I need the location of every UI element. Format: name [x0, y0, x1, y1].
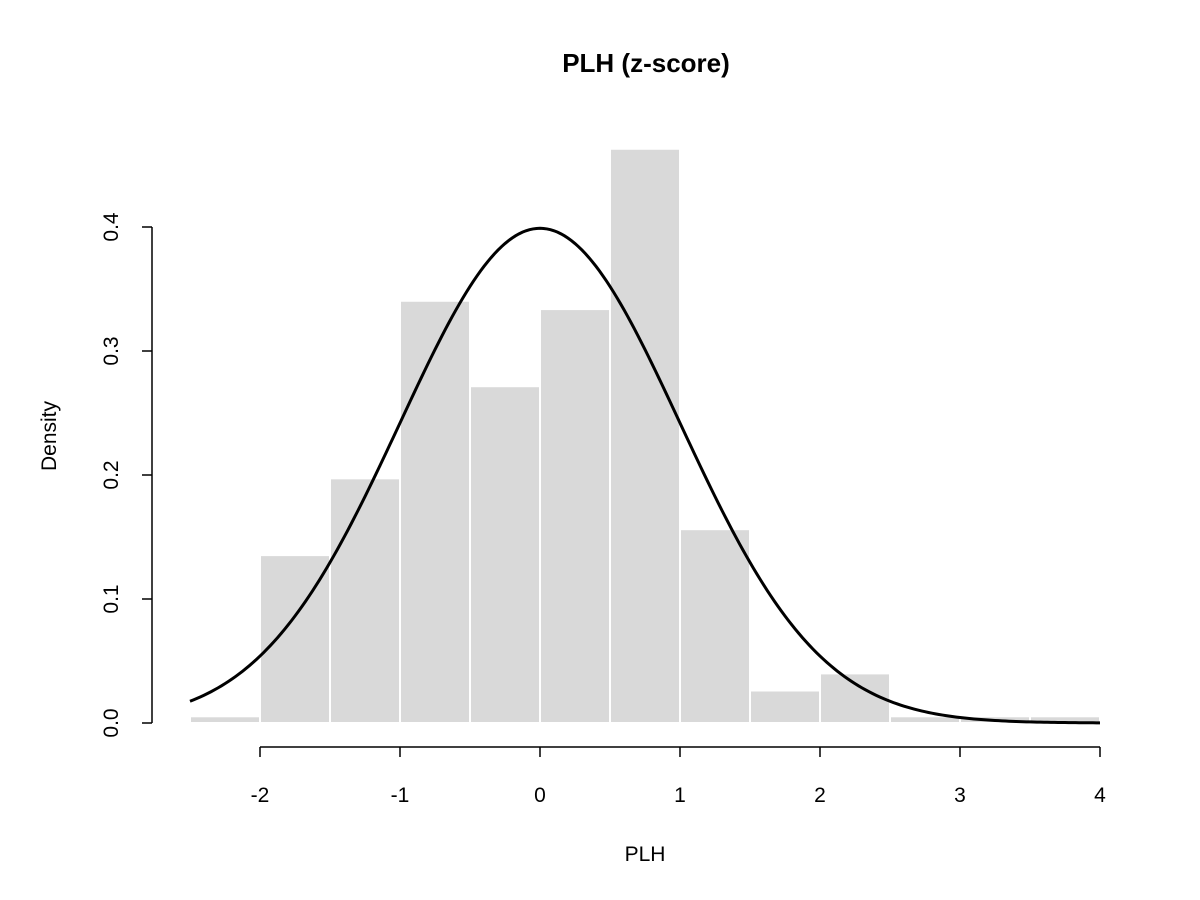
y-tick-label: 0.1 [100, 584, 123, 613]
x-tick-label: -1 [391, 784, 410, 807]
histogram-bar [609, 147, 681, 725]
y-axis: 0.0 0.1 0.2 0.3 0.4 [100, 212, 153, 738]
y-tick-label: 0.0 [100, 708, 123, 737]
x-axis: -2 -1 0 1 2 3 4 [251, 746, 1106, 807]
histogram-bar [189, 715, 261, 725]
histogram-bar [539, 308, 611, 724]
x-tick-label: 4 [1094, 784, 1106, 807]
x-axis-label: PLH [625, 843, 666, 866]
histogram-bar [749, 689, 821, 725]
histogram-bar [469, 385, 541, 724]
x-tick-label: 0 [534, 784, 546, 807]
x-tick-label: 3 [954, 784, 966, 807]
histogram-bar [819, 672, 891, 725]
histogram-bar [399, 299, 471, 724]
x-tick-label: 2 [814, 784, 826, 807]
normal-density-curve [189, 226, 1101, 725]
y-tick-label: 0.3 [100, 336, 123, 365]
x-tick-label: 1 [674, 784, 686, 807]
y-tick-label: 0.2 [100, 460, 123, 489]
x-tick-label: -2 [251, 784, 270, 807]
y-tick-label: 0.4 [100, 212, 123, 242]
histogram-bar [679, 528, 751, 724]
chart-title: PLH (z-score) [562, 48, 730, 78]
histogram-bar [329, 477, 401, 724]
y-axis-label: Density [38, 400, 61, 471]
histogram-bars [189, 147, 1101, 725]
